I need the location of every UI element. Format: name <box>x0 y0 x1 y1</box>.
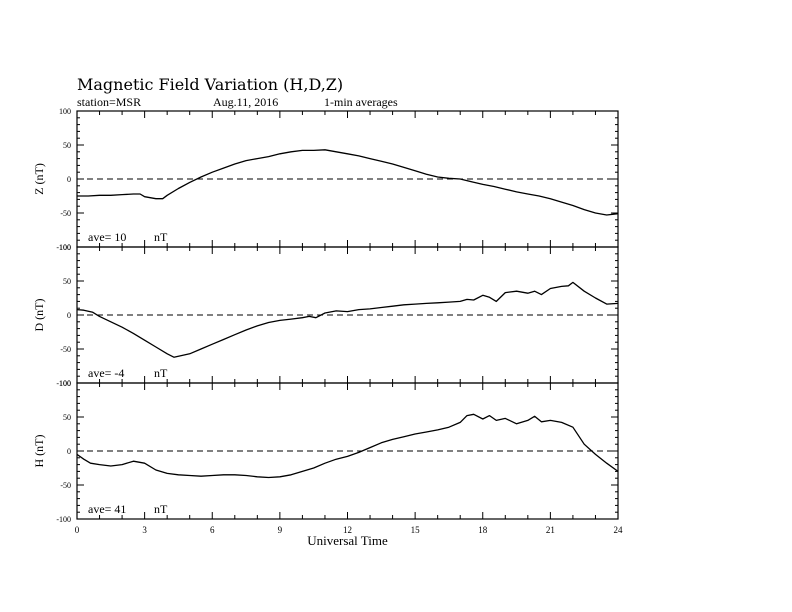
y-axis-label: Z (nT) <box>32 163 46 195</box>
panel-h <box>76 382 619 520</box>
series-line-z <box>77 149 619 216</box>
x-tick-label: 12 <box>343 525 352 535</box>
series-line-h <box>76 413 619 479</box>
average-label: ave= 10 <box>88 230 126 244</box>
unit-label: nT <box>154 502 168 516</box>
x-tick-label: 6 <box>210 525 215 535</box>
y-tick-label: -50 <box>60 345 71 354</box>
series-line-d <box>76 281 619 358</box>
y-tick-label: -100 <box>56 243 71 252</box>
y-axis-label: D (nT) <box>32 299 46 332</box>
average-label: ave= 41 <box>88 502 126 516</box>
x-tick-label: 21 <box>546 525 555 535</box>
y-tick-label: -50 <box>60 481 71 490</box>
y-tick-label: -50 <box>60 209 71 218</box>
y-tick-label: 100 <box>59 107 71 116</box>
y-tick-label: 0 <box>67 447 71 456</box>
x-tick-label: 15 <box>411 525 421 535</box>
unit-label: nT <box>154 230 168 244</box>
y-axis-label: H (nT) <box>32 435 46 468</box>
x-axis-label: Universal Time <box>307 533 388 548</box>
station-label: station=MSR <box>77 95 142 109</box>
panel-d <box>76 246 619 384</box>
averaging-label: 1-min averages <box>324 95 398 109</box>
panel-z <box>76 110 619 248</box>
y-tick-label: -100 <box>56 515 71 524</box>
y-tick-label: 100 <box>59 379 71 388</box>
y-tick-label: 100 <box>59 243 71 252</box>
y-tick-label: 50 <box>63 141 71 150</box>
chart-title: Magnetic Field Variation (H,D,Z) <box>77 75 344 94</box>
x-tick-label: 3 <box>142 525 147 535</box>
date-label: Aug.11, 2016 <box>213 95 279 109</box>
average-label: ave= -4 <box>88 366 124 380</box>
y-tick-label: 0 <box>67 175 71 184</box>
x-tick-label: 0 <box>75 525 80 535</box>
x-tick-label: 18 <box>478 525 488 535</box>
y-tick-label: -100 <box>56 379 71 388</box>
y-tick-label: 0 <box>67 311 71 320</box>
x-tick-label: 9 <box>278 525 283 535</box>
y-tick-label: 50 <box>63 277 71 286</box>
unit-label: nT <box>154 366 168 380</box>
x-tick-label: 24 <box>614 525 624 535</box>
y-tick-label: 50 <box>63 413 71 422</box>
